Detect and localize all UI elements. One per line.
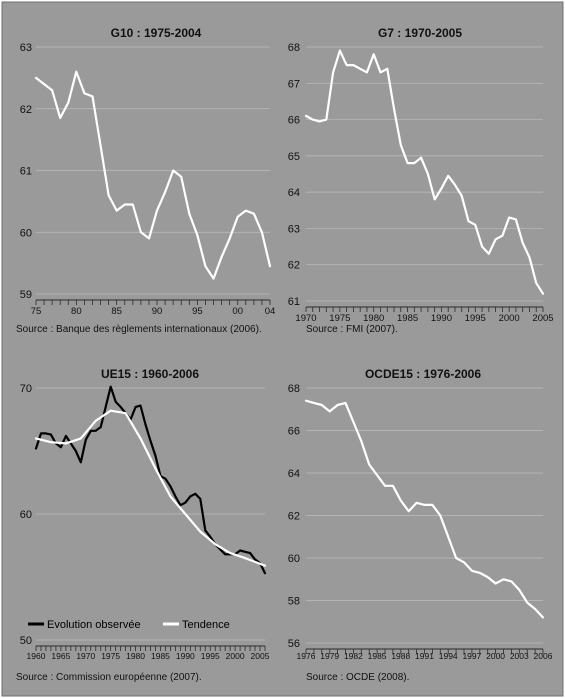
y-tick-label: 64 [288, 468, 300, 480]
x-tick-label: 2003 [510, 651, 529, 661]
source-note: Source : OCDE (2008). [306, 672, 409, 683]
chart-title: G7 : 1970-2005 [378, 26, 462, 40]
source-note: Source : Commission européenne (2007). [16, 672, 202, 683]
x-tick-label: 04 [265, 306, 276, 317]
y-tick-label: 61 [20, 166, 32, 178]
y-tick-label: 66 [288, 426, 300, 438]
x-tick-label: 00 [232, 306, 243, 317]
x-tick-label: 1980 [363, 313, 384, 324]
x-tick-label: 1980 [126, 651, 145, 661]
x-tick-label: 1975 [101, 651, 120, 661]
y-tick-label: 62 [288, 260, 300, 272]
x-tick-label: 1997 [462, 651, 481, 661]
legend-label-observed: Evolution observée [47, 619, 141, 631]
y-tick-label: 63 [288, 223, 300, 235]
source-note: Source : Banque des règlements internati… [16, 324, 262, 335]
chart-title: G10 : 1975-2004 [111, 26, 202, 40]
chart-title: OCDE15 : 1976-2006 [365, 367, 481, 381]
y-tick-label: 62 [288, 511, 300, 523]
source-note: Source : FMI (2007). [306, 324, 398, 335]
x-tick-label: 1991 [415, 651, 434, 661]
x-tick-label: 1982 [344, 651, 363, 661]
y-tick-label: 62 [20, 104, 32, 116]
y-tick-label: 61 [288, 296, 300, 308]
y-tick-label: 66 [288, 115, 300, 127]
x-tick-label: 1979 [320, 651, 339, 661]
x-tick-label: 1988 [391, 651, 410, 661]
x-tick-label: 80 [71, 306, 82, 317]
y-tick-label: 50 [20, 635, 32, 647]
x-tick-label: 2006 [534, 651, 553, 661]
x-tick-label: 2005 [532, 313, 553, 324]
x-tick-label: 1976 [297, 651, 316, 661]
y-tick-label: 60 [20, 227, 32, 239]
y-tick-label: 60 [20, 509, 32, 521]
x-tick-label: 1970 [76, 651, 95, 661]
y-tick-label: 63 [20, 42, 32, 54]
x-tick-label: 2000 [486, 651, 505, 661]
x-tick-label: 1990 [431, 313, 452, 324]
x-tick-label: 1995 [201, 651, 220, 661]
x-tick-label: 2000 [499, 313, 520, 324]
x-tick-label: 75 [31, 306, 42, 317]
x-tick-label: 1990 [176, 651, 195, 661]
x-tick-label: 1965 [51, 651, 70, 661]
y-tick-label: 67 [288, 78, 300, 90]
x-tick-label: 1985 [151, 651, 170, 661]
y-tick-label: 65 [288, 151, 300, 163]
x-tick-label: 1985 [397, 313, 418, 324]
x-tick-label: 1960 [27, 651, 46, 661]
x-tick-label: 90 [152, 306, 163, 317]
x-tick-label: 85 [111, 306, 122, 317]
x-tick-label: 2005 [251, 651, 270, 661]
y-tick-label: 64 [288, 187, 300, 199]
x-tick-label: 2000 [226, 651, 245, 661]
y-tick-label: 58 [288, 596, 300, 608]
y-tick-label: 59 [20, 289, 32, 301]
y-tick-label: 68 [288, 42, 300, 54]
x-tick-label: 1994 [439, 651, 458, 661]
legend-label-trend: Tendence [182, 619, 230, 631]
y-tick-label: 68 [288, 383, 300, 395]
y-tick-label: 56 [288, 638, 300, 650]
x-tick-label: 1995 [465, 313, 486, 324]
x-tick-label: 1975 [329, 313, 350, 324]
chart-title: UE15 : 1960-2006 [101, 367, 199, 381]
y-tick-label: 70 [20, 383, 32, 395]
y-tick-label: 60 [288, 553, 300, 565]
legend: Evolution observée Tendence [28, 619, 230, 631]
x-tick-label: 1970 [295, 313, 316, 324]
x-tick-labels: 1976 1979 1982 1985 1988 1991 1994 1997 2000 2003… [297, 651, 553, 661]
x-tick-label: 1985 [368, 651, 387, 661]
x-tick-label: 95 [192, 306, 203, 317]
